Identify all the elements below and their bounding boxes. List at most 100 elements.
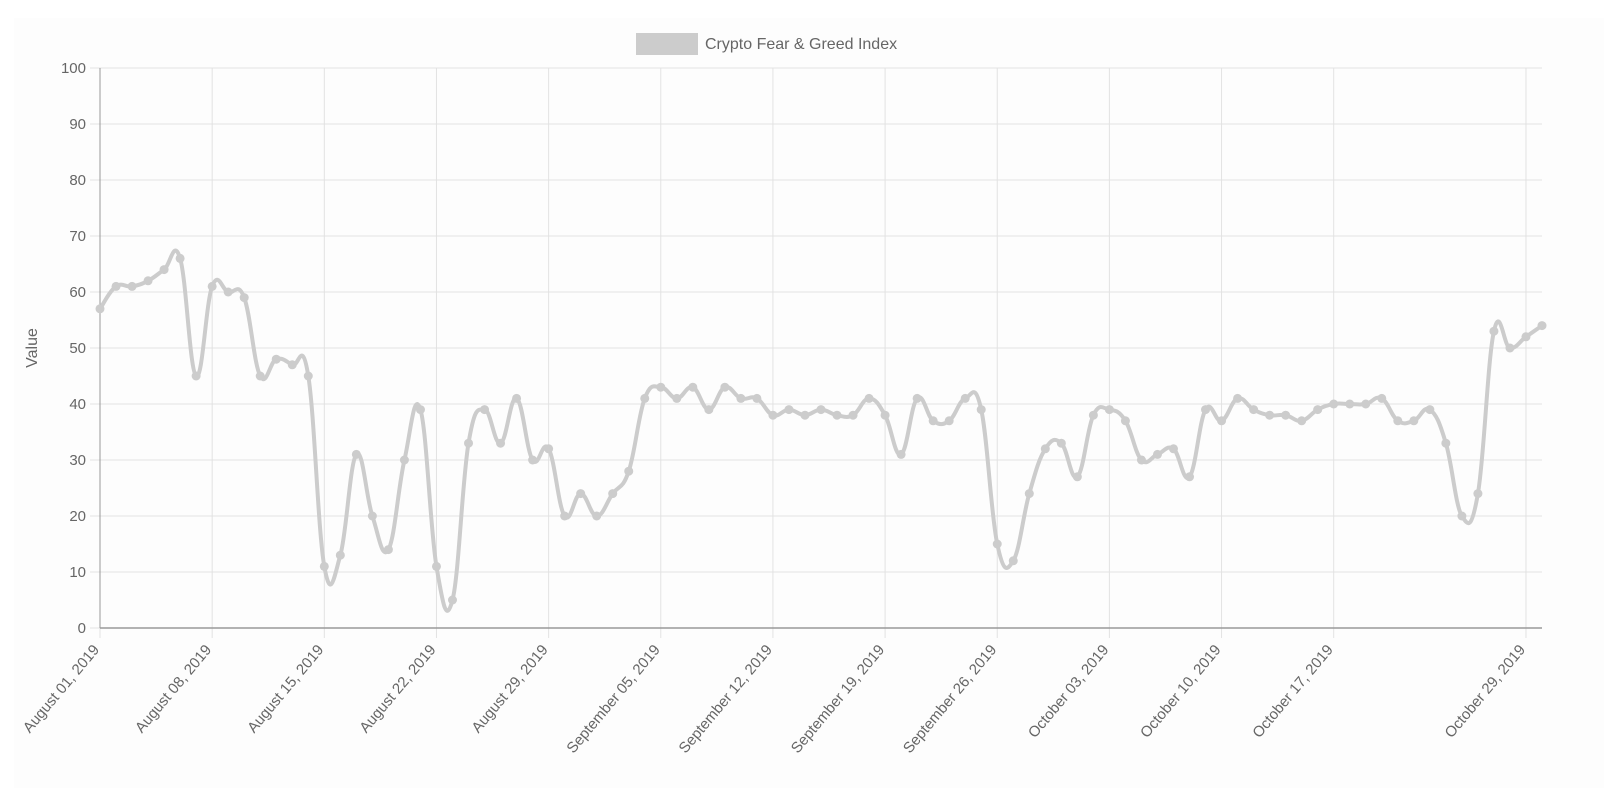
- data-point: [704, 405, 714, 415]
- x-tick-label: August 29, 2019: [468, 642, 551, 737]
- x-tick-label: September 26, 2019: [900, 642, 1000, 757]
- data-point: [383, 545, 393, 555]
- data-point: [880, 410, 890, 420]
- x-tick-label: September 05, 2019: [563, 642, 663, 757]
- data-point: [784, 405, 794, 415]
- data-point: [1537, 321, 1547, 331]
- x-tick-label: October 29, 2019: [1442, 642, 1530, 742]
- data-point: [335, 550, 345, 560]
- data-point: [560, 511, 570, 521]
- data-point: [175, 253, 185, 263]
- data-point: [480, 405, 490, 415]
- data-point: [1185, 472, 1195, 482]
- data-point: [672, 393, 682, 403]
- y-tick-label: 0: [78, 620, 86, 637]
- data-point: [1024, 489, 1034, 499]
- data-point: [255, 371, 265, 381]
- x-tick-label: October 17, 2019: [1249, 642, 1337, 742]
- y-tick-label: 40: [69, 396, 86, 413]
- data-point: [496, 438, 506, 448]
- data-point: [848, 410, 858, 420]
- data-point: [752, 393, 762, 403]
- data-point: [239, 293, 249, 303]
- y-tick-label: 80: [69, 172, 86, 189]
- data-point: [1425, 405, 1435, 415]
- data-point: [351, 449, 361, 459]
- data-point: [624, 466, 634, 476]
- data-point: [1008, 556, 1018, 566]
- data-point: [512, 393, 522, 403]
- data-point: [960, 393, 970, 403]
- data-point: [992, 539, 1002, 549]
- y-tick-label: 60: [69, 284, 86, 301]
- y-tick-label: 50: [69, 340, 86, 357]
- data-point: [976, 405, 986, 415]
- data-point: [447, 595, 457, 605]
- data-point: [1104, 405, 1114, 415]
- data-point: [944, 416, 954, 426]
- x-tick-label: August 01, 2019: [20, 642, 103, 737]
- data-point: [528, 455, 538, 465]
- legend[interactable]: Crypto Fear & Greed Index: [636, 33, 897, 55]
- data-point: [319, 561, 329, 571]
- data-point: [143, 276, 153, 286]
- data-point: [1409, 416, 1419, 426]
- data-point: [928, 416, 938, 426]
- data-point: [736, 393, 746, 403]
- data-point: [1072, 472, 1082, 482]
- data-point: [1233, 393, 1243, 403]
- data-point: [1201, 405, 1211, 415]
- data-point: [367, 511, 377, 521]
- data-point: [816, 405, 826, 415]
- data-point: [1265, 410, 1275, 420]
- data-point: [464, 438, 474, 448]
- data-point: [127, 281, 137, 291]
- series-layer: [95, 248, 1547, 613]
- chart-panel: 0 10 20 30 40 50 60 70 80 90 100 August 01, 2019 Au…: [14, 18, 1604, 788]
- data-point: [656, 382, 666, 392]
- data-point: [431, 561, 441, 571]
- data-point: [1056, 438, 1066, 448]
- x-tick-label: August 15, 2019: [244, 642, 327, 737]
- data-point: [1489, 326, 1499, 336]
- data-point: [832, 410, 842, 420]
- legend-swatch: [636, 33, 698, 55]
- data-point: [640, 393, 650, 403]
- data-point: [303, 371, 313, 381]
- data-point: [399, 455, 409, 465]
- y-axis-ticks: 0 10 20 30 40 50 60 70 80 90 100: [61, 60, 86, 637]
- data-point: [1152, 449, 1162, 459]
- data-point: [1377, 393, 1387, 403]
- data-point: [1345, 399, 1355, 409]
- data-point: [800, 410, 810, 420]
- data-point: [896, 449, 906, 459]
- data-point: [1136, 455, 1146, 465]
- data-point: [1088, 410, 1098, 420]
- data-point: [191, 371, 201, 381]
- data-point: [1441, 438, 1451, 448]
- grid-lines: [90, 67, 1542, 638]
- data-point: [1120, 416, 1130, 426]
- data-point: [207, 281, 217, 291]
- data-point: [1313, 405, 1323, 415]
- data-point: [576, 489, 586, 499]
- data-point: [688, 382, 698, 392]
- data-point: [1521, 332, 1531, 342]
- legend-label: Crypto Fear & Greed Index: [705, 36, 897, 53]
- data-point: [159, 265, 169, 275]
- data-point: [1505, 343, 1515, 353]
- x-tick-label: September 19, 2019: [788, 642, 888, 757]
- y-tick-label: 20: [69, 508, 86, 525]
- y-tick-label: 10: [69, 564, 86, 581]
- data-point: [768, 410, 778, 420]
- x-tick-label: August 08, 2019: [132, 642, 215, 737]
- x-tick-label: October 10, 2019: [1137, 642, 1225, 742]
- data-point: [415, 405, 425, 415]
- data-point: [287, 360, 297, 370]
- data-point: [592, 511, 602, 521]
- series-line: [98, 248, 1544, 613]
- y-tick-label: 90: [69, 116, 86, 133]
- data-point: [912, 393, 922, 403]
- x-tick-label: October 03, 2019: [1025, 642, 1113, 742]
- data-point: [223, 287, 233, 297]
